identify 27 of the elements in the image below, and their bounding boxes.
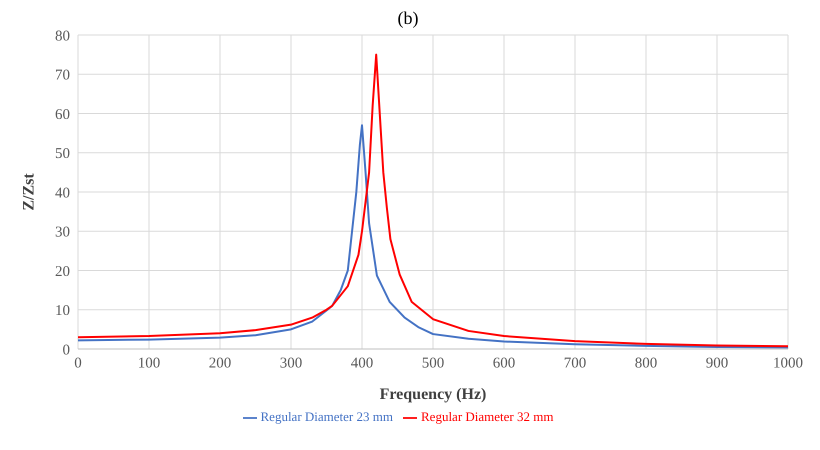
- x-tick-label: 700: [564, 356, 586, 372]
- x-tick-label: 800: [634, 356, 658, 372]
- y-tick-label: 80: [55, 28, 70, 44]
- x-tick-label: 900: [706, 356, 728, 372]
- x-tick-label: 1000: [773, 356, 803, 372]
- x-tick-label: 100: [138, 356, 160, 372]
- y-tick-label: 60: [55, 106, 70, 123]
- y-tick-label: 50: [55, 146, 70, 162]
- x-tick-label: 400: [350, 356, 374, 372]
- x-tick-label: 200: [208, 356, 232, 372]
- y-tick-label: 20: [55, 264, 70, 280]
- y-tick-label: 10: [55, 303, 70, 320]
- x-axis-title: Frequency (Hz): [380, 386, 486, 403]
- line-series: [78, 124, 788, 348]
- y-tick-label: 30: [55, 224, 70, 241]
- chart-title: (b): [396, 8, 420, 30]
- x-tick-label: 600: [492, 356, 516, 372]
- y-tick-label: 70: [55, 68, 70, 84]
- y-tick-label: 0: [62, 342, 70, 358]
- x-tick-label: 0: [74, 356, 82, 372]
- x-tick-label: 300: [280, 356, 302, 372]
- legend-label: Regular Diameter 23 mm: [260, 408, 393, 424]
- y-tick-label: 40: [55, 185, 70, 202]
- line-series: [78, 54, 788, 348]
- y-axis-title: Z/Zst: [20, 172, 38, 211]
- legend-label: Regular Diameter 32 mm: [421, 408, 554, 424]
- x-tick-label: 500: [422, 356, 444, 372]
